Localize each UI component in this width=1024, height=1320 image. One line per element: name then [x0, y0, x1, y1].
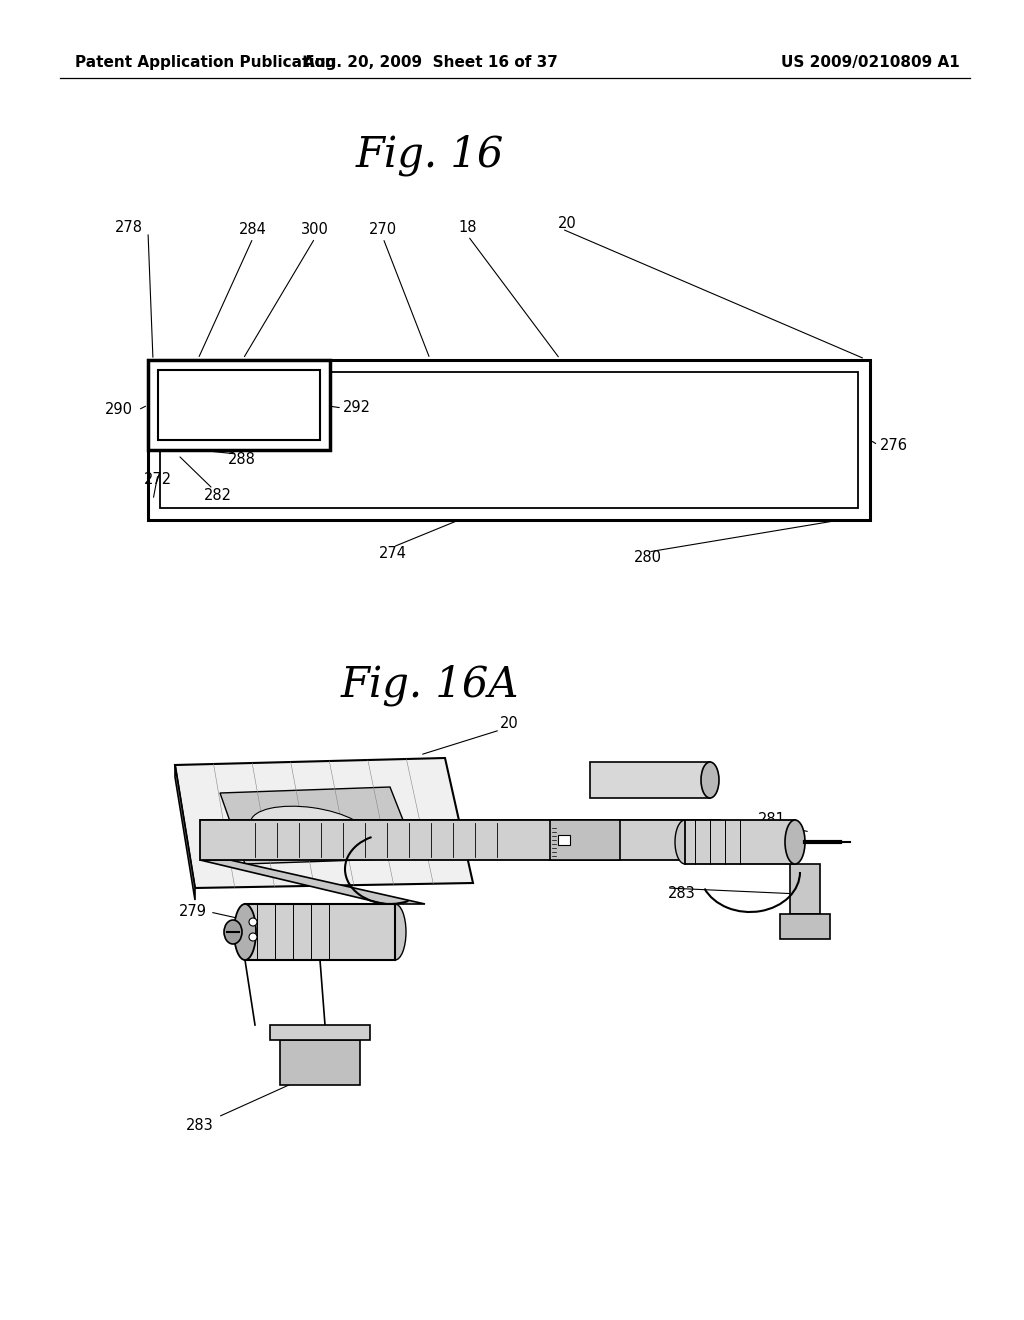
Bar — [148, 360, 870, 520]
Polygon shape — [245, 904, 395, 960]
Circle shape — [249, 917, 257, 927]
Text: 292: 292 — [343, 400, 371, 416]
Text: Fig. 16: Fig. 16 — [355, 135, 504, 176]
Bar — [160, 372, 858, 508]
Text: 288: 288 — [228, 453, 256, 467]
Bar — [148, 360, 330, 450]
Polygon shape — [685, 820, 795, 865]
Polygon shape — [270, 1026, 370, 1040]
Polygon shape — [220, 787, 418, 865]
Ellipse shape — [675, 820, 695, 865]
Ellipse shape — [701, 762, 719, 799]
Text: 281: 281 — [758, 813, 785, 828]
Text: 279: 279 — [179, 904, 207, 920]
Polygon shape — [200, 820, 745, 838]
Text: Fig. 16A: Fig. 16A — [341, 664, 519, 706]
Text: 276: 276 — [880, 437, 908, 453]
Polygon shape — [780, 913, 830, 939]
Polygon shape — [790, 865, 820, 913]
Polygon shape — [200, 820, 720, 861]
Text: 280: 280 — [634, 550, 662, 565]
Text: 284: 284 — [239, 223, 267, 238]
Text: 18: 18 — [459, 220, 477, 235]
Text: 282: 282 — [204, 487, 232, 503]
Polygon shape — [175, 758, 473, 888]
Bar — [158, 370, 319, 440]
Text: Patent Application Publication: Patent Application Publication — [75, 54, 336, 70]
Text: 272: 272 — [144, 473, 172, 487]
Text: 283: 283 — [668, 886, 695, 900]
Ellipse shape — [785, 820, 805, 865]
Text: 290: 290 — [105, 403, 133, 417]
Text: 274: 274 — [379, 545, 407, 561]
Ellipse shape — [224, 920, 242, 944]
Ellipse shape — [234, 904, 256, 960]
Bar — [558, 836, 570, 845]
Text: US 2009/0210809 A1: US 2009/0210809 A1 — [781, 54, 961, 70]
Polygon shape — [550, 820, 620, 861]
Ellipse shape — [251, 807, 370, 854]
Polygon shape — [175, 766, 195, 900]
Text: 270: 270 — [369, 223, 397, 238]
Polygon shape — [280, 1040, 360, 1085]
Text: 20: 20 — [558, 215, 577, 231]
Polygon shape — [200, 861, 425, 904]
Ellipse shape — [384, 904, 406, 960]
Text: 283: 283 — [186, 1118, 214, 1133]
Text: 300: 300 — [301, 223, 329, 238]
Circle shape — [249, 933, 257, 941]
Text: Aug. 20, 2009  Sheet 16 of 37: Aug. 20, 2009 Sheet 16 of 37 — [302, 54, 557, 70]
Polygon shape — [590, 762, 710, 799]
Text: 20: 20 — [500, 717, 519, 731]
Text: 278: 278 — [115, 220, 143, 235]
